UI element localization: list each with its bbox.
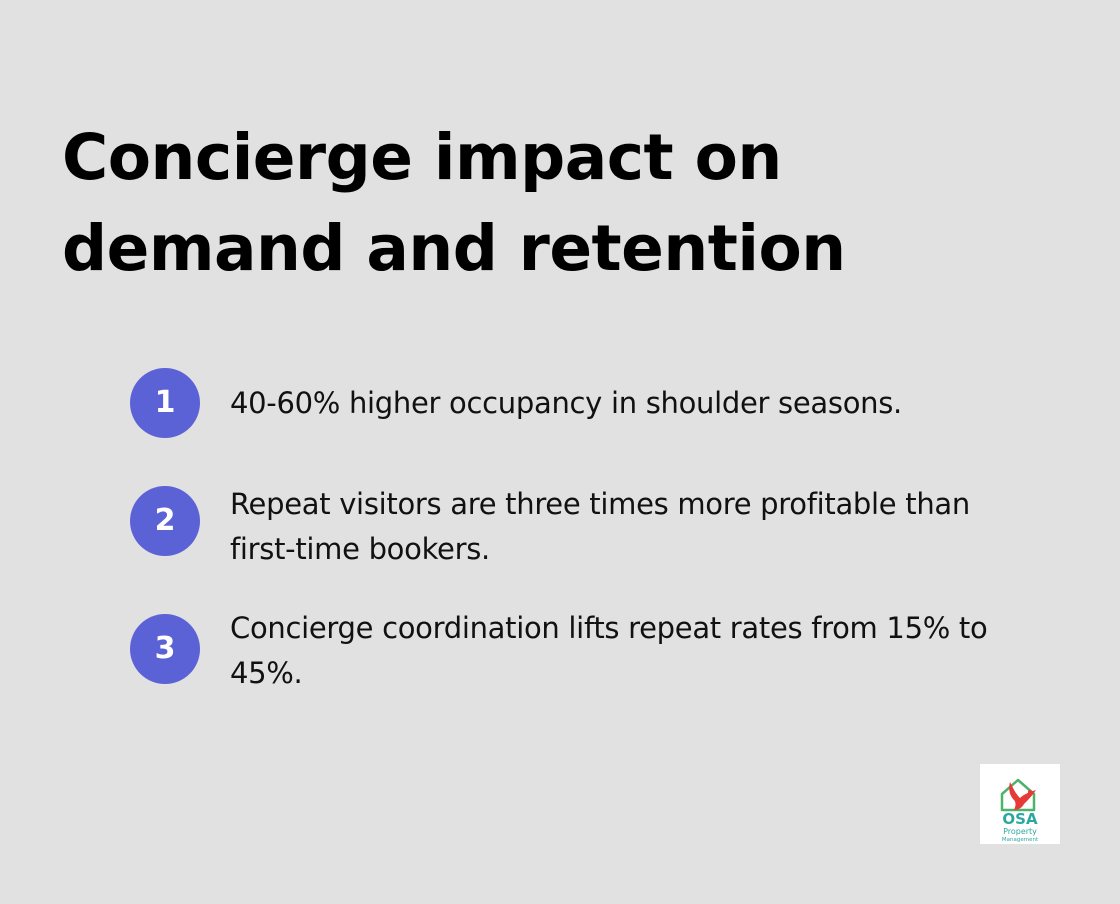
page-title: Concierge impact on demand and retention [62, 121, 846, 285]
logo-text-osa: OSA [1002, 810, 1038, 828]
number-badge: 3 [130, 614, 200, 684]
logo-text-property: Property [1003, 827, 1037, 836]
list-item-text: 40-60% higher occupancy in shoulder seas… [230, 386, 902, 420]
list-item-text: Concierge coordination lifts repeat rate… [230, 611, 988, 690]
company-logo: OSA Property Management [980, 764, 1060, 844]
list-item-text: Repeat visitors are three times more pro… [230, 487, 970, 566]
number-badge: 2 [130, 486, 200, 556]
osa-logo-icon: OSA Property Management [1000, 778, 1039, 843]
number-badge: 1 [130, 368, 200, 438]
logo-text-management: Management [1002, 837, 1039, 843]
